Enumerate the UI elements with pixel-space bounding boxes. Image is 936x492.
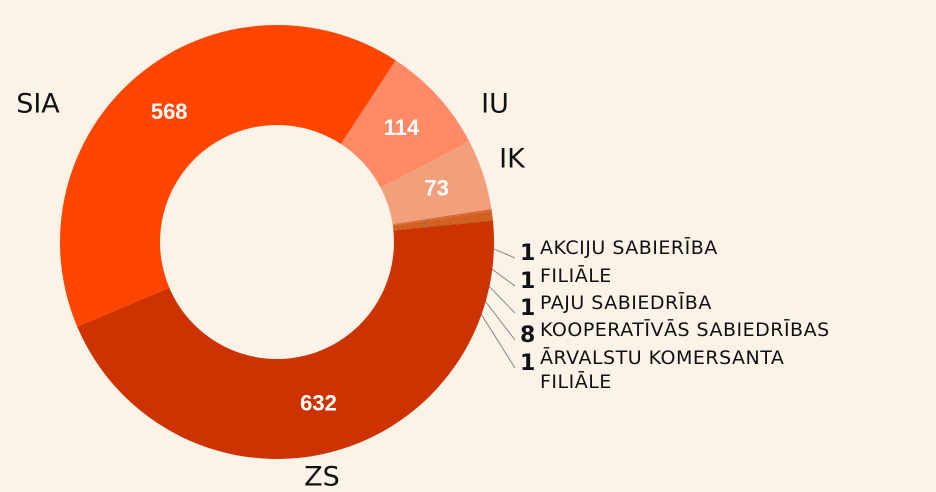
slice xyxy=(393,219,493,231)
small-label: 8 KOOPERATĪVĀS SABIEDRĪBAS xyxy=(520,318,830,348)
small-label: 1 ĀRVALSTU KOMERSANTA FILIĀLE xyxy=(520,346,840,394)
small-value: 8 xyxy=(520,323,536,348)
slice xyxy=(77,220,495,460)
small-value: 1 xyxy=(520,269,536,294)
small-value: 1 xyxy=(520,296,536,321)
slice-name: SIA xyxy=(16,89,60,120)
slice xyxy=(380,141,492,225)
small-label: 1 PAJU SABIEDRĪBA xyxy=(520,291,712,321)
slice-value: 568 xyxy=(151,99,188,124)
small-label: 1 FILIĀLE xyxy=(520,264,612,294)
small-name: AKCIJU SABIERĪBA xyxy=(540,237,718,259)
slice xyxy=(392,212,493,230)
small-name: FILIĀLE xyxy=(540,265,612,287)
slice xyxy=(60,25,396,327)
small-name: KOOPERATĪVĀS SABIEDRĪBAS xyxy=(540,319,830,341)
slice xyxy=(392,209,492,225)
slice xyxy=(392,210,492,226)
small-label: 1 AKCIJU SABIERĪBA xyxy=(520,236,718,266)
slice-name: IU xyxy=(481,89,509,120)
slice-name: IK xyxy=(499,144,526,175)
slice-value: 73 xyxy=(424,176,448,201)
small-value: 1 xyxy=(520,351,536,376)
slice-name: ZS xyxy=(304,462,340,492)
slice xyxy=(392,211,492,226)
slice xyxy=(340,60,470,188)
slice-value: 114 xyxy=(384,115,420,140)
small-name: PAJU SABIEDRĪBA xyxy=(540,292,712,314)
small-value: 1 xyxy=(520,241,536,266)
slice-value: 632 xyxy=(300,391,337,416)
small-name: ĀRVALSTU KOMERSANTA FILIĀLE xyxy=(540,347,785,393)
